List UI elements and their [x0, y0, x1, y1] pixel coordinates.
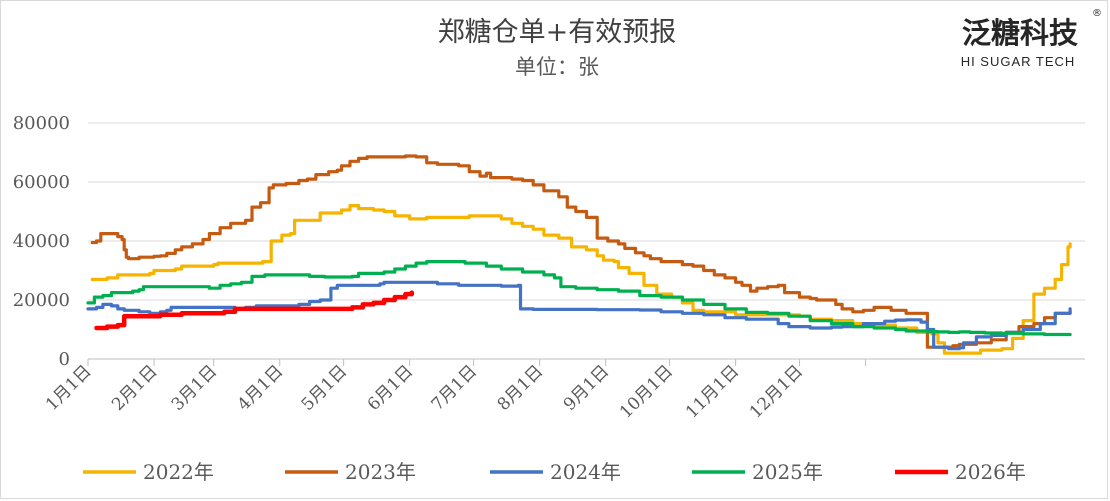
x-tick-label: 4月1日: [234, 361, 287, 414]
legend: 2022年 2023年 2024年 2025年 2026年: [83, 460, 1026, 484]
x-tick-label: 2月1日: [108, 361, 161, 414]
registered-mark: ®: [1092, 8, 1102, 19]
x-tick-label: 3月1日: [168, 361, 221, 414]
gridlines: [88, 122, 1085, 360]
y-tick-label: 20000: [13, 290, 70, 311]
y-axis: 0 20000 40000 60000 80000: [13, 113, 70, 370]
legend-label: 2026年: [955, 460, 1026, 484]
x-tick-label: 8月1日: [494, 361, 547, 414]
x-tick-label: 9月1日: [560, 361, 613, 414]
y-tick-label: 40000: [13, 231, 70, 252]
legend-label: 2025年: [752, 460, 823, 484]
x-tick-label: 10月1日: [616, 361, 677, 422]
series-line-3: [86, 260, 1072, 337]
series-lines: [86, 154, 1072, 355]
legend-label: 2024年: [550, 460, 621, 484]
x-tick-label: 12月1日: [746, 361, 807, 422]
legend-label: 2022年: [143, 460, 214, 484]
y-tick-label: 60000: [13, 172, 70, 193]
brand-logo-en: HI SUGAR TECH: [961, 54, 1076, 69]
x-tick-label: 11月1日: [682, 361, 743, 422]
brand-logo-cn: 泛糖科技: [962, 16, 1078, 50]
x-tick-label: 6月1日: [364, 361, 417, 414]
series-line-4: [94, 290, 415, 331]
chart-subtitle: 单位：张: [515, 55, 599, 79]
x-tick-label: 7月1日: [428, 361, 481, 414]
series-line-1: [90, 154, 1072, 349]
chart-title: 郑糖仓单+有效预报: [438, 17, 677, 48]
x-axis: 1月1日 2月1日 3月1日 4月1日 5月1日 6月1日 7月1日 8月1日 9月1日 10月1…: [42, 359, 867, 423]
series-line-2: [86, 280, 1072, 351]
legend-label: 2023年: [345, 460, 416, 484]
x-tick-label: 5月1日: [298, 361, 351, 414]
y-tick-label: 80000: [13, 113, 70, 134]
y-tick-label: 0: [59, 349, 70, 370]
